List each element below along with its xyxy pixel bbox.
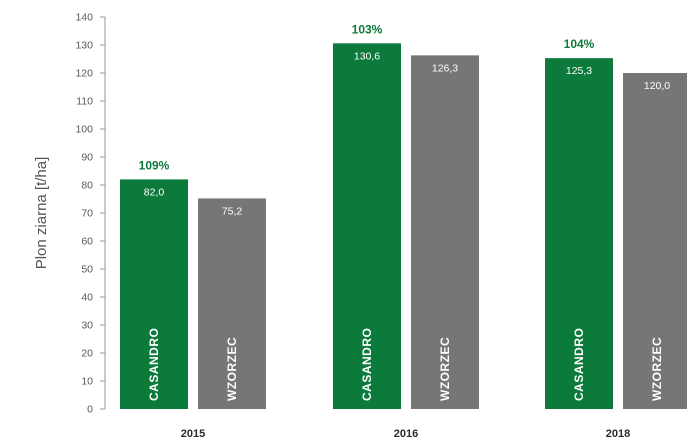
bar-casandro-2018 <box>545 58 613 409</box>
bar-series-label: CASANDRO <box>572 328 586 401</box>
y-tick-label: 70 <box>81 208 93 220</box>
bar-series-label: CASANDRO <box>147 328 161 401</box>
y-tick-label: 40 <box>81 292 93 304</box>
bar-series-label: WZORZEC <box>438 337 452 401</box>
y-tick-label: 30 <box>81 320 93 332</box>
percent-annotation: 104% <box>564 37 595 51</box>
y-axis-title: Plon ziarna [t/ha] <box>33 157 50 270</box>
y-tick-label: 0 <box>87 404 93 416</box>
bar-series-label: WZORZEC <box>225 337 239 401</box>
bar-wzorzec-2016 <box>411 55 479 410</box>
bar-casandro-2016 <box>333 43 401 409</box>
y-tick-label: 10 <box>81 376 93 388</box>
data-label: 126,3 <box>432 62 458 74</box>
bar-series-label: CASANDRO <box>360 328 374 401</box>
bar-wzorzec-2018 <box>623 73 687 409</box>
y-tick-label: 130 <box>75 40 93 52</box>
x-tick-label: 2016 <box>394 428 418 440</box>
data-label: 130,6 <box>354 50 380 62</box>
bar-wzorzec-2015 <box>198 198 266 409</box>
data-label: 120,0 <box>644 80 670 92</box>
y-tick-label: 120 <box>75 68 93 80</box>
data-label: 125,3 <box>566 65 592 77</box>
bar-casandro-2015 <box>120 179 188 409</box>
y-tick-label: 100 <box>75 124 93 136</box>
x-tick-label: 2015 <box>181 428 205 440</box>
y-axis: 0 10 20 30 40 50 60 70 80 90 100 110 120 130 140 <box>75 12 106 416</box>
percent-annotation: 103% <box>352 22 383 36</box>
bars <box>120 43 687 410</box>
y-tick-label: 60 <box>81 236 93 248</box>
x-tick-label: 2018 <box>606 428 630 440</box>
y-tick-label: 50 <box>81 264 93 276</box>
y-tick-label: 140 <box>75 12 93 24</box>
y-tick-label: 20 <box>81 348 93 360</box>
y-tick-label: 110 <box>76 96 93 108</box>
labels: 82,0 CASANDRO 130,6 CASANDRO 125,3 CASANDRO 75… <box>139 22 671 440</box>
bar-series-label: WZORZEC <box>650 337 664 401</box>
y-tick-label: 80 <box>81 180 93 192</box>
data-label: 75,2 <box>222 205 243 217</box>
y-tick-label: 90 <box>81 152 93 164</box>
percent-annotation: 109% <box>139 158 170 172</box>
data-label: 82,0 <box>144 186 165 198</box>
